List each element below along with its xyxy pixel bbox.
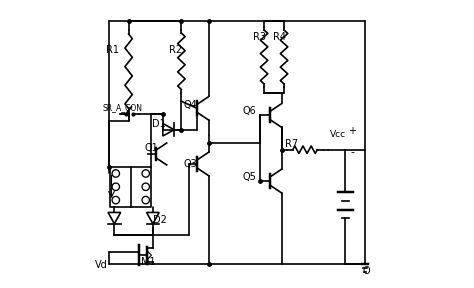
Text: R1: R1 bbox=[107, 45, 119, 55]
Text: Q3: Q3 bbox=[183, 159, 197, 169]
Polygon shape bbox=[146, 213, 159, 224]
Text: SR_A_CON: SR_A_CON bbox=[103, 103, 143, 112]
Text: +: + bbox=[348, 126, 356, 136]
Text: Q5: Q5 bbox=[243, 172, 257, 182]
Text: Q1: Q1 bbox=[145, 143, 158, 153]
Text: R3: R3 bbox=[253, 32, 266, 42]
Text: D1: D1 bbox=[152, 119, 165, 129]
Text: R7: R7 bbox=[284, 139, 298, 149]
Text: R2: R2 bbox=[169, 45, 182, 55]
Text: O: O bbox=[362, 266, 370, 276]
Text: Q6: Q6 bbox=[243, 106, 257, 116]
Text: Vd: Vd bbox=[95, 260, 108, 270]
Polygon shape bbox=[163, 124, 174, 136]
Polygon shape bbox=[147, 251, 151, 259]
Text: R4: R4 bbox=[273, 32, 286, 42]
Text: Vcc: Vcc bbox=[330, 130, 346, 139]
Text: D2: D2 bbox=[153, 215, 167, 225]
Text: Q4: Q4 bbox=[183, 101, 197, 111]
Polygon shape bbox=[108, 213, 120, 224]
Text: M1: M1 bbox=[141, 257, 156, 267]
Text: -: - bbox=[350, 147, 355, 158]
